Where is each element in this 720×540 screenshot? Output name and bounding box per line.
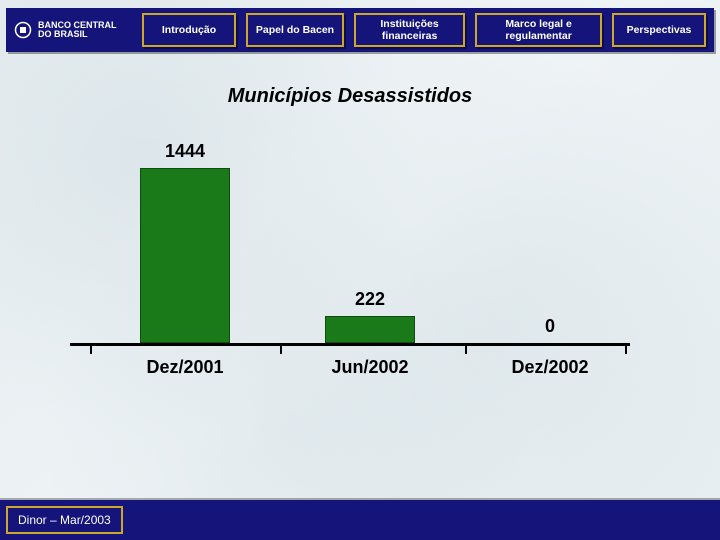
x-axis	[70, 343, 630, 346]
chart-plot: 1444 Dez/2001 222 Jun/2002 0 Dez/2002	[70, 126, 630, 386]
tab-papel-bacen[interactable]: Papel do Bacen	[246, 13, 344, 47]
chart-title: Municípios Desassistidos	[70, 85, 630, 108]
tab-perspectivas[interactable]: Perspectivas	[612, 13, 706, 47]
tab-introducao[interactable]: Introdução	[142, 13, 236, 47]
bar-1	[325, 316, 415, 343]
chart-container: Municípios Desassistidos 1444 Dez/2001 222…	[70, 85, 630, 445]
bar-value-0: 1444	[165, 141, 205, 162]
bar-0	[140, 168, 230, 343]
top-nav-bar: BANCO CENTRAL DO BRASIL Introdução Papel…	[6, 8, 714, 52]
category-label-0: Dez/2001	[146, 357, 223, 378]
bar-value-2: 0	[545, 316, 555, 337]
x-tick-0	[90, 346, 92, 354]
x-tick-3	[625, 346, 627, 354]
x-tick-2	[465, 346, 467, 354]
bar-value-1: 222	[355, 289, 385, 310]
category-label-1: Jun/2002	[331, 357, 408, 378]
logo: BANCO CENTRAL DO BRASIL	[14, 21, 126, 40]
x-tick-1	[280, 346, 282, 354]
tab-row: Introdução Papel do Bacen Instituições f…	[142, 13, 706, 47]
category-label-2: Dez/2002	[511, 357, 588, 378]
logo-text: BANCO CENTRAL DO BRASIL	[38, 21, 117, 40]
logo-line2: DO BRASIL	[38, 30, 117, 39]
bottom-bar: Dinor – Mar/2003	[0, 500, 720, 540]
tab-marco-legal[interactable]: Marco legal e regulamentar	[475, 13, 602, 47]
bank-logo-icon	[14, 21, 32, 39]
footer-label: Dinor – Mar/2003	[6, 506, 123, 534]
tab-instituicoes[interactable]: Instituições financeiras	[354, 13, 465, 47]
